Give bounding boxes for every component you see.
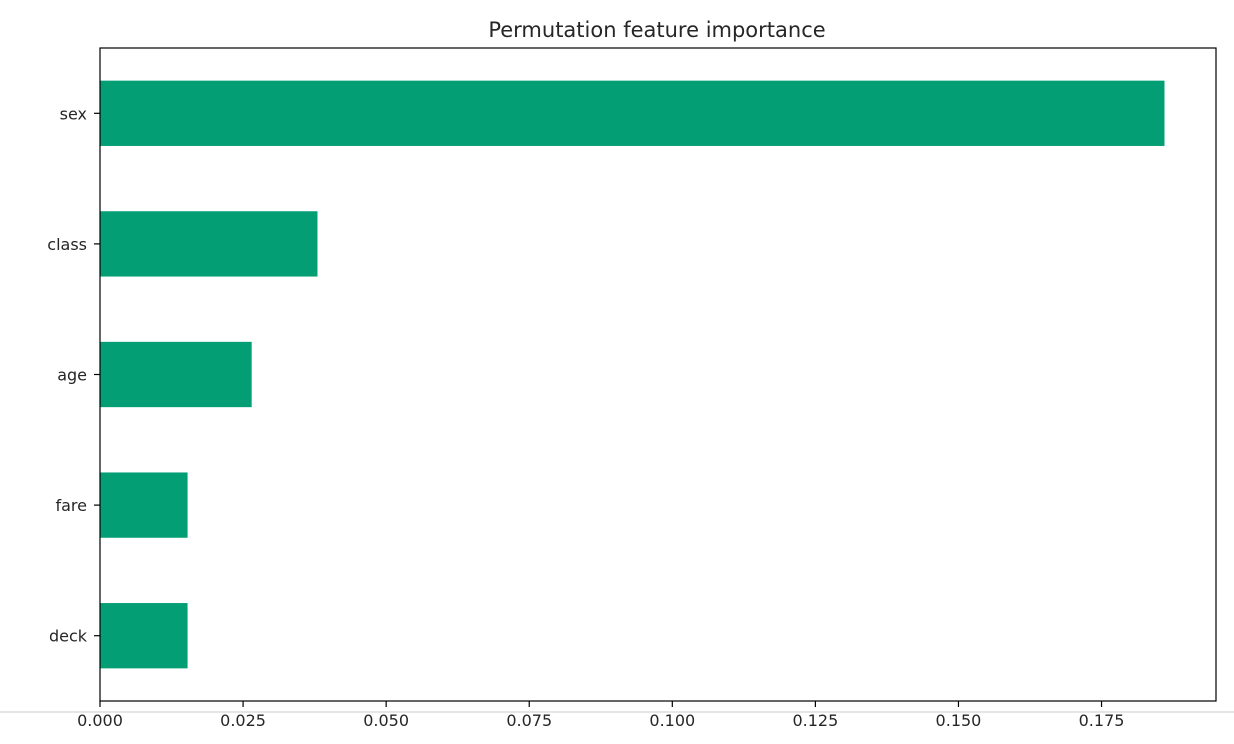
x-tick-label: 0.100: [649, 711, 695, 730]
bar-fare: [100, 472, 188, 538]
x-tick-label: 0.025: [220, 711, 266, 730]
x-tick-label: 0.150: [936, 711, 982, 730]
x-axis: 0.000 0.025 0.050 0.075 0.100 0.125 0.150 0.175: [77, 701, 1124, 730]
y-tick-label-deck: deck: [49, 627, 88, 646]
y-tick-label-age: age: [57, 366, 87, 385]
bar-sex: [100, 80, 1165, 146]
y-tick-label-class: class: [47, 235, 87, 254]
y-tick-label-sex: sex: [60, 104, 87, 123]
bar-deck: [100, 603, 188, 669]
x-tick-label: 0.000: [77, 711, 123, 730]
bars-layer: [100, 80, 1165, 669]
y-axis: sex class age fare deck: [47, 104, 100, 646]
bar-class: [100, 211, 318, 277]
bar-age: [100, 341, 252, 408]
bottom-separator: [0, 711, 1234, 713]
x-tick-label: 0.050: [363, 711, 409, 730]
y-tick-label-fare: fare: [55, 496, 87, 515]
chart-title: Permutation feature importance: [488, 18, 825, 42]
x-tick-label: 0.075: [506, 711, 552, 730]
plot-frame: [99, 47, 1217, 702]
x-tick-label: 0.125: [792, 711, 838, 730]
x-tick-label: 0.175: [1079, 711, 1125, 730]
